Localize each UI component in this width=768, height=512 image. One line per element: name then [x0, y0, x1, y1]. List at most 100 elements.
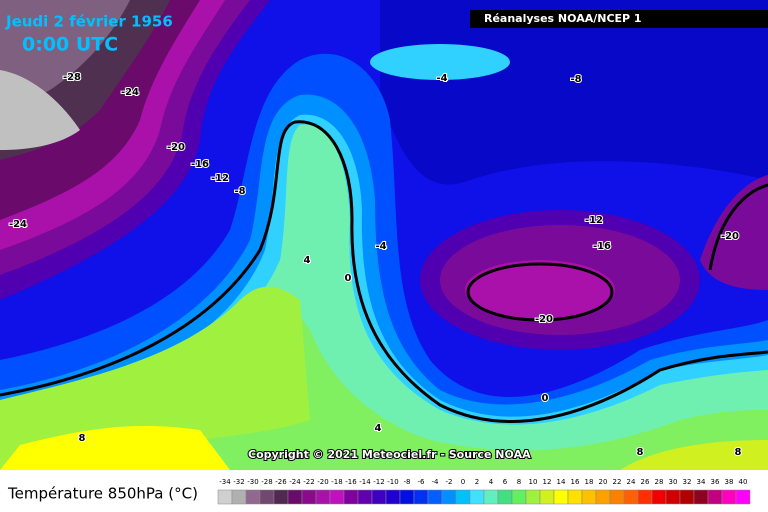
- contour-label: -8: [570, 74, 581, 85]
- color-cell: [735, 489, 751, 505]
- color-label: -12: [373, 478, 384, 486]
- color-label: -14: [359, 478, 371, 486]
- color-label: 34: [697, 478, 706, 486]
- color-cell: [427, 489, 443, 505]
- color-label: 10: [529, 478, 538, 486]
- color-cell: [371, 489, 387, 505]
- color-cell: [469, 489, 485, 505]
- color-label: -32: [233, 478, 244, 486]
- color-label: 22: [613, 478, 622, 486]
- contour-label: 8: [79, 433, 86, 444]
- contour: [708, 183, 768, 271]
- contour: [466, 262, 614, 322]
- color-label: 14: [557, 478, 566, 486]
- color-label: 2: [475, 478, 479, 486]
- color-label: 20: [599, 478, 608, 486]
- contour-label: 8: [637, 447, 644, 458]
- contour-label: -28: [63, 72, 81, 83]
- color-cell: [511, 489, 527, 505]
- color-cell: [665, 489, 681, 505]
- color-cell: [595, 489, 611, 505]
- color-label: -6: [418, 478, 426, 486]
- contour-label: -8: [234, 186, 245, 197]
- field: [0, 0, 130, 108]
- contour-label: 0: [345, 273, 352, 284]
- color-cell: [343, 489, 359, 505]
- color-label: -18: [331, 478, 342, 486]
- color-cell: [693, 489, 709, 505]
- color-label: -4: [432, 478, 440, 486]
- color-label: 18: [585, 478, 594, 486]
- field: [0, 70, 80, 150]
- field: [370, 44, 510, 80]
- color-label: 36: [711, 478, 720, 486]
- contour-label: 8: [735, 447, 742, 458]
- field: [0, 425, 230, 470]
- legend-title: Température 850hPa (°C): [7, 485, 198, 503]
- color-label: 16: [571, 478, 580, 486]
- color-cell: [217, 489, 233, 505]
- color-cell: [567, 489, 583, 505]
- color-cell: [497, 489, 513, 505]
- color-cell: [259, 489, 275, 505]
- color-label: 4: [489, 478, 494, 486]
- color-cell: [301, 489, 317, 505]
- color-cell: [385, 489, 401, 505]
- color-label: -30: [247, 478, 258, 486]
- color-cell: [539, 489, 555, 505]
- contour-label: -16: [593, 241, 611, 252]
- color-label: -24: [289, 478, 301, 486]
- contour-label: 0: [542, 393, 549, 404]
- color-cell: [721, 489, 737, 505]
- copyright: Copyright © 2021 Meteociel.fr - Source N…: [248, 448, 531, 461]
- field: [465, 260, 615, 320]
- color-cell: [707, 489, 723, 505]
- contour-labels: -28-24-20-16-12-8-24-4 -840-4-12-16-20-20…: [8, 71, 743, 459]
- color-cell: [581, 489, 597, 505]
- time: 0:00 UTC: [22, 34, 118, 56]
- color-label: 6: [503, 478, 508, 486]
- contour-label: -20: [167, 142, 185, 153]
- color-label: 24: [627, 478, 636, 486]
- color-label: -20: [317, 478, 328, 486]
- color-cell: [329, 489, 345, 505]
- contour-label: 4: [375, 423, 382, 434]
- contour-label: -24: [121, 87, 139, 98]
- color-cell: [413, 489, 429, 505]
- color-cell: [553, 489, 569, 505]
- contour: [0, 120, 768, 423]
- color-label: -10: [387, 478, 398, 486]
- contour-label: -12: [585, 215, 603, 226]
- color-cell: [525, 489, 541, 505]
- contour-label: -20: [721, 231, 739, 242]
- source-box: [470, 10, 768, 28]
- color-cell: [441, 489, 457, 505]
- color-label: -2: [446, 478, 453, 486]
- color-label: -22: [303, 478, 314, 486]
- color-cell: [357, 489, 373, 505]
- color-cell: [245, 489, 261, 505]
- color-label: -8: [404, 478, 411, 486]
- colorbar: -34 -32 -30 -28 -26 -24 -22 -20 -18 -16 -14 -12 -10-…: [217, 478, 751, 505]
- color-cell: [315, 489, 331, 505]
- color-cell: [231, 489, 247, 505]
- field: [620, 440, 768, 470]
- color-label: 32: [683, 478, 692, 486]
- color-label: -28: [261, 478, 272, 486]
- source: Réanalyses NOAA/NCEP 1: [484, 12, 642, 25]
- field: [700, 175, 768, 290]
- date: Jeudi 2 février 1956: [5, 13, 173, 31]
- contour-label: -20: [535, 314, 553, 325]
- color-label: -26: [275, 478, 287, 486]
- color-label: 26: [641, 478, 650, 486]
- contour-label: 4: [304, 255, 311, 266]
- contour-label: -4: [375, 241, 386, 252]
- contour-label: -12: [211, 173, 229, 184]
- color-label: -16: [345, 478, 357, 486]
- color-label: 30: [669, 478, 678, 486]
- color-label: -34: [219, 478, 231, 486]
- color-cell: [483, 489, 499, 505]
- contour-label: -16: [191, 159, 209, 170]
